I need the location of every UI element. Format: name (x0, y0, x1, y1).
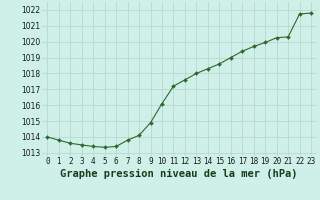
X-axis label: Graphe pression niveau de la mer (hPa): Graphe pression niveau de la mer (hPa) (60, 169, 298, 179)
